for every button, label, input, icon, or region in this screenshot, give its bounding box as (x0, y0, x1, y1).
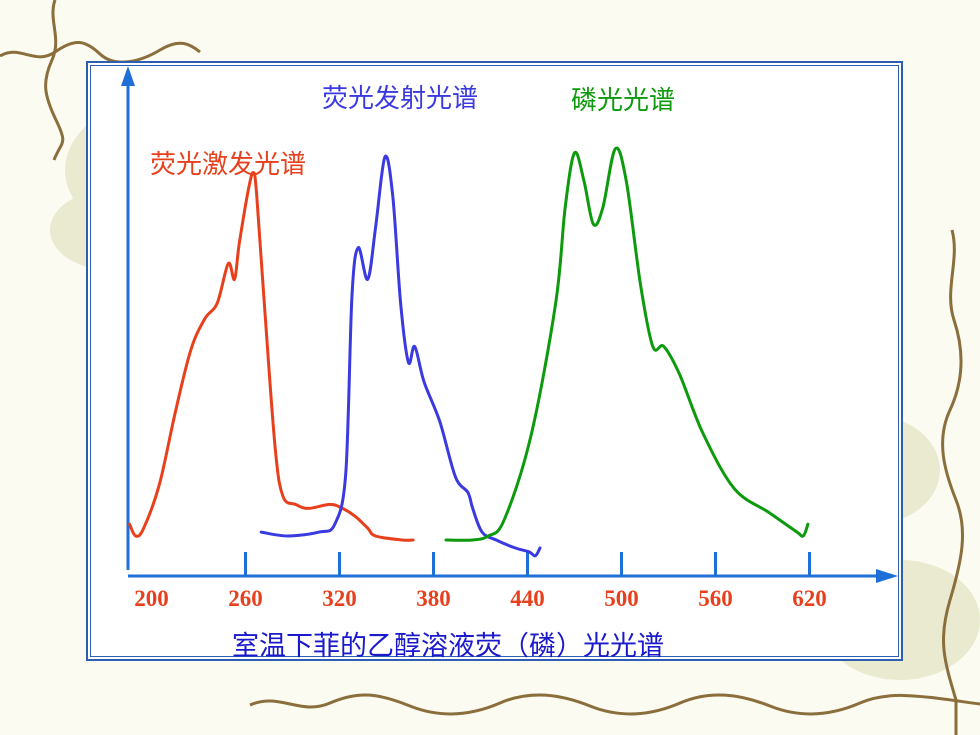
x-tick-label-560: 560 (698, 586, 733, 611)
x-tick-marks (244, 552, 811, 576)
fluorescence-curve (259, 154, 542, 558)
series-label-fluorescence: 荧光发射光谱 (322, 84, 479, 114)
excitation-curve (128, 171, 415, 542)
vine-border-top-left (0, 0, 201, 161)
vine-border-bottom-right (249, 229, 980, 735)
series-label-excitation: 荧光激发光谱 (150, 150, 307, 180)
x-tick-label-620: 620 (792, 586, 827, 611)
x-tick-label-320: 320 (322, 586, 357, 611)
x-tick-label-200: 200 (134, 586, 169, 611)
x-axis-caption: 室温下菲的乙醇溶液荧（磷）光光谱 (232, 631, 664, 662)
phosphorescence-curve (444, 146, 810, 542)
x-tick-label-500: 500 (604, 586, 639, 611)
chart-frame-outer (86, 61, 903, 661)
series-lines (128, 146, 810, 558)
chart-frame-inner (90, 65, 899, 657)
y-axis (121, 66, 135, 570)
x-tick-label-380: 380 (416, 586, 451, 611)
x-axis (128, 569, 898, 583)
series-label-phosphorescence: 磷光光谱 (571, 86, 676, 116)
x-tick-label-260: 260 (228, 586, 263, 611)
x-tick-label-440: 440 (510, 586, 545, 611)
